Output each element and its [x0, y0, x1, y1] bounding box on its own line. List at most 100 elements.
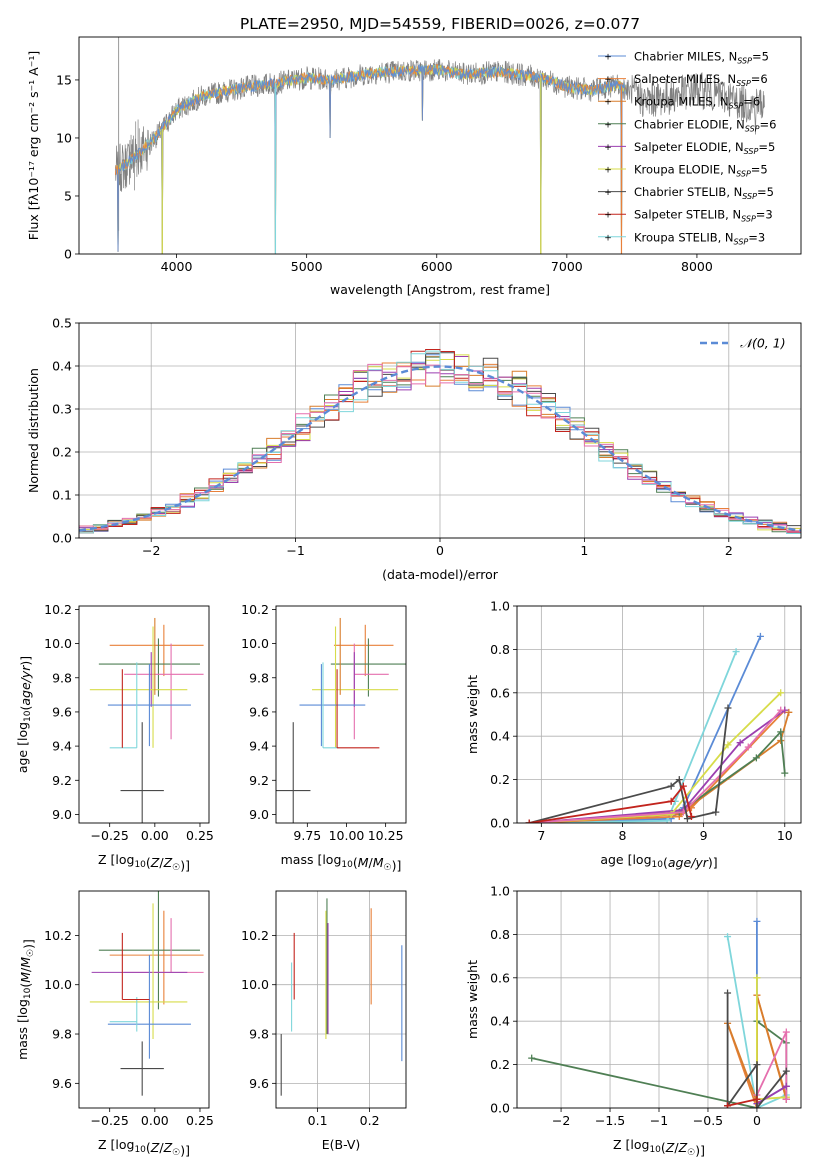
y-tick-label: 0.2 [490, 1057, 510, 1072]
x-tick-label: 10.00 [329, 828, 365, 843]
x-tick-label: 10 [777, 828, 793, 843]
weight-series-line [529, 712, 790, 823]
weight-marker [753, 974, 761, 982]
y-tick-label: 5 [64, 188, 72, 203]
y-tick-label: 0.5 [52, 316, 72, 331]
x-tick-label: −1.5 [595, 1113, 625, 1128]
y-axis-label: mass weight [465, 960, 480, 1039]
y-tick-label: 15 [56, 72, 72, 87]
errorbar-point [124, 643, 204, 740]
chart-age_vs_Z: −0.25 0.00 0.259.09.29.49.69.810.010.2Z [l… [15, 602, 214, 873]
y-tick-label: 9.6 [249, 1076, 269, 1091]
y-tick-label: 9.2 [249, 773, 269, 788]
legend-subscript: SSP [729, 102, 744, 111]
weight-marker [683, 815, 691, 823]
y-tick-label: 0.1 [52, 488, 72, 503]
chart-spectrum: 4000 5000 6000 7000 8000 0 5 10 15 wavelength [An… [26, 36, 802, 297]
y-tick-label: 0.0 [490, 1101, 510, 1116]
errorbar-point [330, 638, 406, 697]
x-axis-label-part: ( [146, 1140, 151, 1155]
errorbar-point [109, 910, 204, 1005]
legend-marker: + [604, 53, 612, 63]
x-tick-label: 9 [700, 828, 708, 843]
weight-marker [777, 706, 785, 714]
x-tick-label: 0 [436, 543, 444, 558]
y-axis-label-part: ( [18, 706, 33, 711]
weight-series-line [529, 729, 786, 823]
x-tick-label: −1 [286, 543, 304, 558]
weight-marker [732, 648, 740, 656]
chart-age_vs_mass: 9.75 10.00 10.25 9.0 9.2 9.4 9.6 9.8 10.0 10.2 mas… [241, 602, 407, 873]
weight-series-line [726, 936, 787, 1108]
x-axis-label-part: )] [708, 855, 718, 870]
weight-marker [525, 819, 533, 823]
errorbar-point [353, 643, 389, 740]
weight-marker [736, 739, 744, 747]
x-axis-label-part: log [115, 852, 134, 867]
weight-series-line [529, 784, 693, 823]
errorbar-point [120, 722, 164, 823]
histogram-step [79, 363, 801, 538]
y-tick-label: 10.0 [241, 977, 269, 992]
legend-marker: + [604, 166, 612, 176]
x-axis-label-part: log [632, 852, 651, 867]
y-tick-label: 10.2 [241, 602, 269, 617]
x-axis-label-part: ( [661, 1140, 666, 1155]
weight-marker [753, 1061, 761, 1069]
x-axis-label-part: Z [ [98, 852, 115, 867]
weight-marker [753, 1104, 761, 1108]
x-tick-label: −1 [650, 1113, 668, 1128]
x-axis-label-part: Z [ [98, 1137, 115, 1152]
x-axis-label-part: Z [163, 1140, 173, 1155]
legend-subscript: SSP [745, 124, 760, 133]
weight-marker [744, 743, 752, 751]
x-axis-label-part: / [159, 1140, 164, 1155]
y-axis-label-part: log [15, 722, 30, 741]
axes-frame [275, 890, 407, 1109]
x-axis-label-part: age/yr [668, 855, 709, 870]
weight-marker [667, 810, 675, 818]
histogram-step [79, 350, 801, 538]
y-tick-label: 0.2 [52, 445, 72, 460]
y-axis-label: mass [log10(M/M☉)] [15, 939, 36, 1060]
legend-label: 𝒩(0, 1) [740, 336, 786, 351]
axes-frame [78, 36, 802, 255]
y-axis-label: age [log10(age/yr)] [15, 656, 33, 773]
model-spectrum-line [114, 64, 626, 254]
y-tick-label: 0.3 [52, 402, 72, 417]
x-tick-label: 9.75 [293, 828, 321, 843]
errorbar-point [333, 624, 394, 677]
legend-marker: + [604, 233, 612, 243]
x-axis-label-part: / [369, 855, 374, 870]
legend-subscript: SSP [737, 57, 752, 66]
x-tick-label: −0.25 [91, 1113, 129, 1128]
x-axis-label: Z [log10(Z/Z☉)] [98, 1137, 190, 1158]
y-tick-label: 9.6 [52, 704, 72, 719]
y-tick-label: 0.2 [490, 772, 510, 787]
legend: 𝒩(0, 1) [700, 336, 786, 351]
weight-marker [687, 812, 695, 820]
legend-marker: + [604, 75, 612, 85]
plot-area [276, 617, 406, 823]
x-axis-label-part: Z [678, 1140, 688, 1155]
errorbar-point [322, 662, 339, 749]
weight-marker [785, 708, 793, 716]
plot-area [89, 891, 204, 1096]
plot-area [89, 617, 204, 823]
weight-marker [782, 1095, 790, 1103]
y-tick-label: 9.8 [52, 1027, 72, 1042]
legend-suffix: =5 [752, 50, 769, 64]
y-axis-label-part: ☉ [26, 949, 36, 957]
legend-suffix: =6 [760, 117, 777, 131]
y-tick-label: 0.6 [490, 970, 510, 985]
legend-label: Kroupa STELIB, NSSP=3 [634, 230, 765, 246]
legend-marker: + [604, 211, 612, 221]
errorbar-point [121, 932, 150, 1001]
x-tick-label: 4000 [161, 259, 193, 274]
y-axis-label-part: mass [ [15, 1018, 30, 1060]
x-tick-label: 2 [725, 543, 733, 558]
legend-subscript: SSP [734, 237, 749, 246]
y-tick-label: 0.0 [490, 816, 510, 831]
weight-marker [667, 797, 675, 805]
